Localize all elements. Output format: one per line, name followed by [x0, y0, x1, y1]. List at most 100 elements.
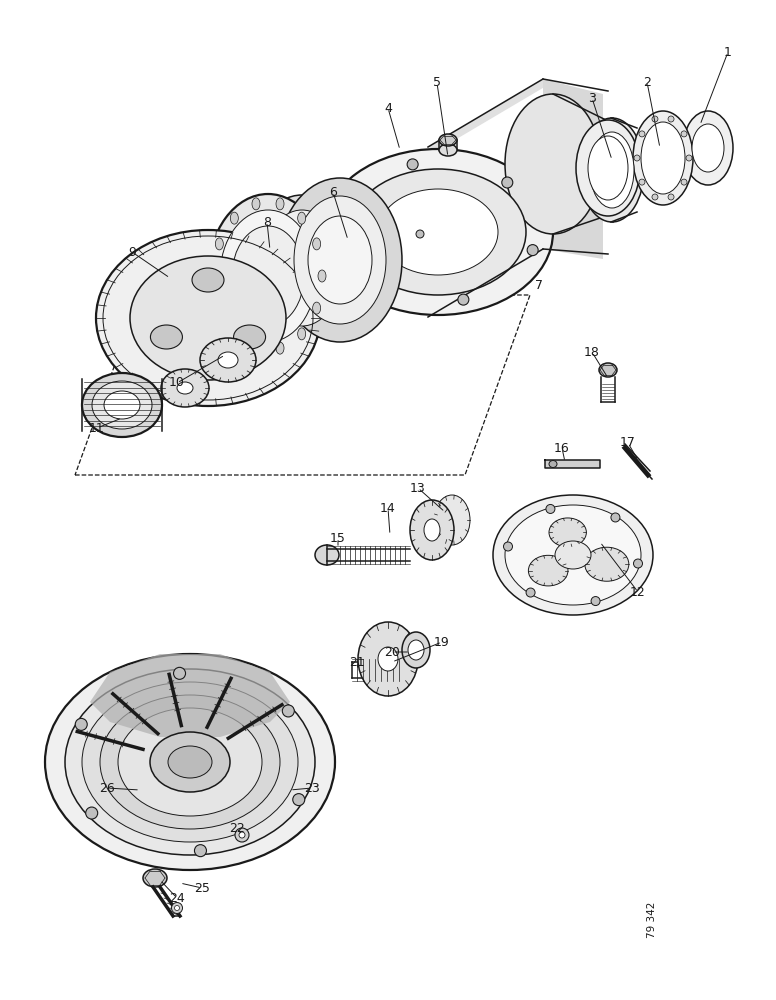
- Ellipse shape: [308, 216, 372, 304]
- Circle shape: [681, 131, 687, 137]
- Polygon shape: [543, 79, 603, 259]
- Ellipse shape: [150, 732, 230, 792]
- Circle shape: [681, 179, 687, 185]
- Ellipse shape: [410, 500, 454, 560]
- Ellipse shape: [278, 178, 402, 342]
- Ellipse shape: [408, 640, 424, 660]
- Text: 16: 16: [554, 442, 570, 454]
- Ellipse shape: [276, 198, 284, 210]
- Ellipse shape: [294, 196, 386, 324]
- Ellipse shape: [210, 270, 218, 282]
- Ellipse shape: [434, 495, 470, 545]
- Ellipse shape: [45, 654, 335, 870]
- Text: 15: 15: [330, 532, 346, 544]
- Ellipse shape: [218, 352, 238, 368]
- Ellipse shape: [230, 328, 238, 340]
- Ellipse shape: [151, 325, 182, 349]
- Ellipse shape: [313, 302, 320, 314]
- Text: 13: 13: [411, 482, 426, 494]
- Text: 26: 26: [99, 782, 115, 794]
- Circle shape: [633, 559, 643, 568]
- Ellipse shape: [439, 134, 457, 146]
- Text: 25: 25: [194, 882, 210, 894]
- Ellipse shape: [234, 325, 265, 349]
- Circle shape: [239, 832, 245, 838]
- Ellipse shape: [549, 518, 587, 547]
- Circle shape: [338, 208, 349, 219]
- Text: 17: 17: [620, 436, 636, 450]
- Ellipse shape: [378, 647, 398, 671]
- Ellipse shape: [315, 545, 339, 565]
- Circle shape: [639, 179, 645, 185]
- Circle shape: [502, 177, 513, 188]
- Text: 21: 21: [349, 656, 365, 668]
- Text: 10: 10: [169, 376, 185, 389]
- Text: 24: 24: [169, 892, 185, 904]
- Circle shape: [175, 906, 179, 910]
- Ellipse shape: [298, 212, 306, 224]
- Circle shape: [634, 155, 640, 161]
- Ellipse shape: [276, 342, 284, 354]
- Ellipse shape: [168, 746, 212, 778]
- Text: 7: 7: [535, 279, 543, 292]
- Ellipse shape: [549, 460, 557, 468]
- Ellipse shape: [588, 136, 628, 200]
- Circle shape: [504, 542, 512, 551]
- Ellipse shape: [358, 622, 418, 696]
- Ellipse shape: [439, 144, 457, 156]
- Circle shape: [235, 828, 249, 842]
- Ellipse shape: [262, 210, 342, 326]
- Ellipse shape: [318, 270, 326, 282]
- Ellipse shape: [599, 363, 617, 377]
- Circle shape: [652, 116, 658, 122]
- Polygon shape: [428, 79, 553, 150]
- Text: 14: 14: [380, 502, 396, 514]
- Circle shape: [527, 245, 539, 256]
- Text: 6: 6: [329, 186, 337, 198]
- Text: 11: 11: [89, 422, 105, 434]
- Ellipse shape: [298, 328, 306, 340]
- Text: 8: 8: [263, 216, 271, 229]
- Circle shape: [526, 588, 535, 597]
- Circle shape: [85, 807, 98, 819]
- Ellipse shape: [528, 555, 568, 586]
- Ellipse shape: [313, 238, 320, 250]
- Ellipse shape: [493, 495, 653, 615]
- Ellipse shape: [350, 169, 526, 295]
- Ellipse shape: [424, 519, 440, 541]
- Ellipse shape: [402, 632, 430, 668]
- Ellipse shape: [590, 132, 634, 208]
- Ellipse shape: [220, 210, 316, 342]
- Ellipse shape: [633, 111, 693, 205]
- Circle shape: [652, 194, 658, 200]
- Ellipse shape: [230, 212, 238, 224]
- Circle shape: [668, 116, 674, 122]
- Ellipse shape: [208, 194, 328, 358]
- Circle shape: [639, 131, 645, 137]
- Text: 18: 18: [584, 346, 600, 359]
- Ellipse shape: [216, 302, 223, 314]
- Text: 3: 3: [588, 92, 596, 104]
- Ellipse shape: [555, 541, 591, 569]
- Circle shape: [668, 194, 674, 200]
- Text: 2: 2: [643, 76, 651, 89]
- Text: 19: 19: [434, 636, 450, 648]
- Circle shape: [195, 845, 206, 857]
- Circle shape: [458, 294, 469, 305]
- Ellipse shape: [505, 94, 601, 234]
- Ellipse shape: [192, 268, 224, 292]
- Ellipse shape: [252, 198, 260, 210]
- Circle shape: [363, 276, 374, 287]
- Ellipse shape: [683, 111, 733, 185]
- Polygon shape: [545, 460, 600, 468]
- Ellipse shape: [130, 256, 286, 380]
- Circle shape: [416, 230, 424, 238]
- Ellipse shape: [576, 120, 640, 216]
- Text: 1: 1: [724, 45, 732, 58]
- Text: 4: 4: [384, 102, 392, 114]
- Ellipse shape: [232, 226, 304, 326]
- Ellipse shape: [216, 238, 223, 250]
- Circle shape: [591, 597, 600, 606]
- Ellipse shape: [177, 382, 193, 394]
- Ellipse shape: [82, 682, 298, 842]
